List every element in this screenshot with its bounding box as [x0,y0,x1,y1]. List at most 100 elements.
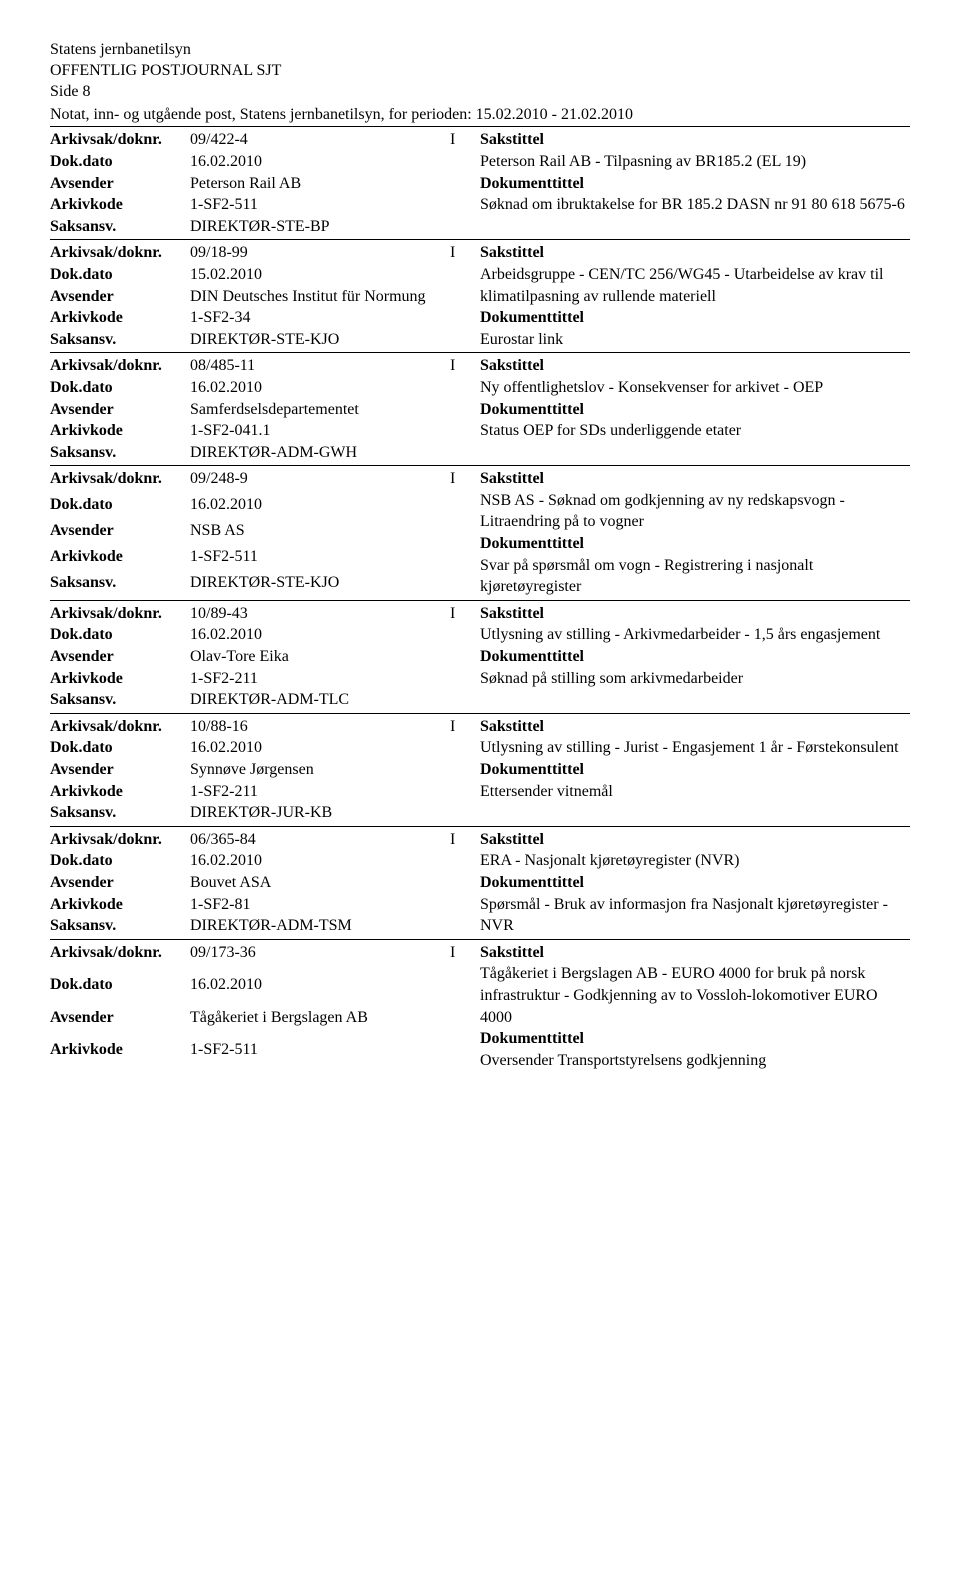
io-indicator [450,494,480,520]
field-label: Arkivkode [50,668,190,690]
field-label: Avsender [50,646,190,668]
field-value: 09/248-9 [190,468,450,494]
dokumenttittel-text: Søknad på stilling som arkivmedarbeider [480,668,910,690]
org-name: Statens jernbanetilsyn [50,40,910,61]
field-value: DIREKTØR-ADM-TSM [190,915,450,937]
field-label: Dok.dato [50,737,190,759]
field-label: Arkivkode [50,546,190,572]
journal-entry: Arkivsak/doknr.09/173-36ISakstittelTågåk… [50,939,910,1074]
io-indicator: I [450,355,480,377]
io-indicator [450,442,480,464]
io-indicator [450,546,480,572]
io-indicator: I [450,829,480,851]
journal-title: OFFENTLIG POSTJOURNAL SJT [50,61,910,82]
dokumenttittel-text: Status OEP for SDs underliggende etater [480,420,910,442]
dokumenttittel-text: Ettersender vitnemål [480,781,910,803]
field-value: Samferdselsdepartementet [190,399,450,421]
io-indicator [450,1007,480,1039]
io-indicator [450,1039,480,1071]
io-indicator [450,668,480,690]
right-content: SakstittelUtlysning av stilling - Jurist… [480,716,910,824]
field-label: Saksansv. [50,216,190,238]
right-content: SakstittelPeterson Rail AB - Tilpasning … [480,129,910,237]
dokumenttittel-text: Svar på spørsmål om vogn - Registrering … [480,555,910,598]
field-label: Arkivkode [50,194,190,216]
entries-container: Arkivsak/doknr.09/422-4ISakstittelPeters… [50,126,910,1073]
field-value: 1-SF2-511 [190,1039,450,1071]
right-content: SakstittelUtlysning av stilling - Arkivm… [480,603,910,711]
io-indicator [450,173,480,195]
field-value: 16.02.2010 [190,737,450,759]
field-value: Olav-Tore Eika [190,646,450,668]
field-value: DIREKTØR-ADM-TLC [190,689,450,711]
field-label: Arkivkode [50,894,190,916]
field-label: Arkivsak/doknr. [50,716,190,738]
io-indicator: I [450,716,480,738]
field-label: Avsender [50,872,190,894]
field-value: 06/365-84 [190,829,450,851]
field-value: 1-SF2-81 [190,894,450,916]
field-value: DIREKTØR-STE-BP [190,216,450,238]
field-value: 10/88-16 [190,716,450,738]
right-content: SakstittelTågåkeriet i Bergslagen AB - E… [480,942,910,1072]
field-value: 15.02.2010 [190,264,450,286]
field-label: Dok.dato [50,377,190,399]
dokumenttittel-label: Dokumenttittel [480,872,910,894]
sakstittel-label: Sakstittel [480,829,910,851]
sakstittel-text: Tågåkeriet i Bergslagen AB - EURO 4000 f… [480,963,910,1028]
field-label: Avsender [50,286,190,308]
field-label: Avsender [50,759,190,781]
page-header: Statens jernbanetilsyn OFFENTLIG POSTJOU… [50,40,910,102]
field-value: 16.02.2010 [190,974,450,1006]
io-indicator [450,377,480,399]
dokumenttittel-label: Dokumenttittel [480,533,910,555]
journal-entry: Arkivsak/doknr.06/365-84ISakstittelERA -… [50,826,910,939]
io-indicator [450,646,480,668]
field-value: DIREKTØR-STE-KJO [190,572,450,598]
field-value: Peterson Rail AB [190,173,450,195]
right-content: SakstittelERA - Nasjonalt kjøretøyregist… [480,829,910,937]
field-value: DIREKTØR-JUR-KB [190,802,450,824]
dokumenttittel-label: Dokumenttittel [480,1028,910,1050]
journal-entry: Arkivsak/doknr.10/88-16ISakstittelUtlysn… [50,713,910,826]
field-label: Dok.dato [50,151,190,173]
field-value: DIREKTØR-ADM-GWH [190,442,450,464]
field-value: 1-SF2-211 [190,781,450,803]
field-label: Saksansv. [50,442,190,464]
page-side: Side 8 [50,82,910,103]
sakstittel-text: Ny offentlighetslov - Konsekvenser for a… [480,377,910,399]
sakstittel-text: Utlysning av stilling - Jurist - Engasje… [480,737,910,759]
sakstittel-label: Sakstittel [480,355,910,377]
io-indicator [450,399,480,421]
field-label: Arkivkode [50,420,190,442]
field-label: Avsender [50,399,190,421]
field-label: Dok.dato [50,494,190,520]
journal-entry: Arkivsak/doknr.09/248-9ISakstittelNSB AS… [50,465,910,600]
dokumenttittel-text: Søknad om ibruktakelse for BR 185.2 DASN… [480,194,910,216]
io-indicator: I [450,129,480,151]
io-indicator [450,689,480,711]
dokumenttittel-label: Dokumenttittel [480,646,910,668]
period-line: Notat, inn- og utgående post, Statens je… [50,106,910,124]
io-indicator [450,420,480,442]
field-label: Saksansv. [50,689,190,711]
io-indicator [450,915,480,937]
sakstittel-text: ERA - Nasjonalt kjøretøyregister (NVR) [480,850,910,872]
io-indicator [450,894,480,916]
sakstittel-text: Arbeidsgruppe - CEN/TC 256/WG45 - Utarbe… [480,264,910,307]
field-label: Avsender [50,1007,190,1039]
field-label: Dok.dato [50,850,190,872]
field-label: Dok.dato [50,624,190,646]
field-value: DIN Deutsches Institut für Normung [190,286,450,308]
io-indicator [450,194,480,216]
journal-entry: Arkivsak/doknr.10/89-43ISakstittelUtlysn… [50,600,910,713]
field-value: 1-SF2-511 [190,194,450,216]
sakstittel-label: Sakstittel [480,603,910,625]
right-content: SakstittelNSB AS - Søknad om godkjenning… [480,468,910,598]
field-label: Arkivsak/doknr. [50,129,190,151]
field-value: 09/422-4 [190,129,450,151]
field-label: Arkivsak/doknr. [50,242,190,264]
io-indicator [450,216,480,238]
field-label: Arkivsak/doknr. [50,942,190,974]
dokumenttittel-label: Dokumenttittel [480,399,910,421]
